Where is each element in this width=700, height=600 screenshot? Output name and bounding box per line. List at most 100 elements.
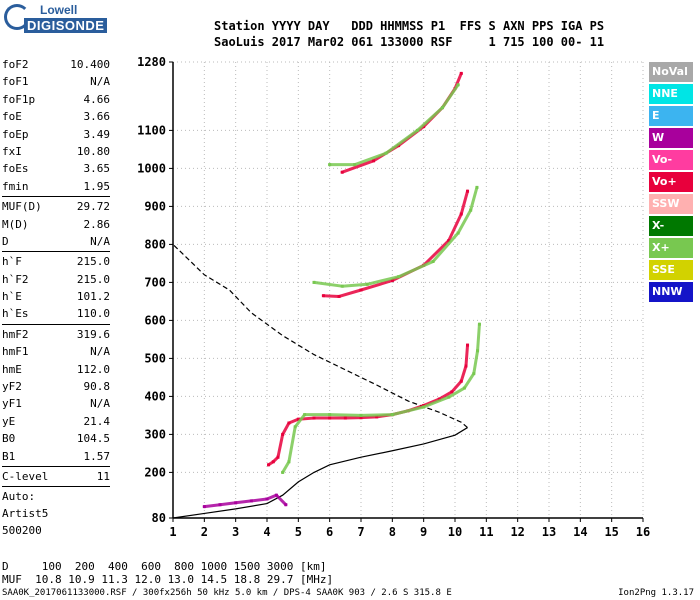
muf-table: D 100 200 400 600 800 1000 1500 3000 [km… (2, 560, 333, 586)
legend-item: NNW (649, 282, 693, 302)
trace-point (466, 189, 470, 193)
trace-point (459, 71, 463, 75)
trace-point (459, 379, 463, 383)
param-separator (2, 323, 110, 325)
legend-item: SSE (649, 260, 693, 280)
trace-point (440, 106, 444, 110)
param-row: B0 104.5 (2, 430, 110, 447)
trace-point (466, 343, 470, 347)
trace-point (462, 386, 466, 390)
trace-point (328, 413, 332, 417)
trace-point (234, 501, 238, 505)
header-row-labels: Station YYYY DAY DDD HHMMSS P1 FFS S AXN… (214, 19, 605, 33)
param-value: 29.72 (76, 200, 110, 214)
trace-line (328, 83, 460, 167)
legend-item: X- (649, 216, 693, 236)
trace-point (271, 460, 275, 464)
param-row: h`F2 215.0 (2, 271, 110, 288)
trace-point (284, 503, 288, 507)
y-tick-label: 900 (144, 199, 166, 213)
param-name: h`F2 (2, 272, 29, 286)
y-tick-label: 800 (144, 237, 166, 251)
x-tick-label: 8 (389, 525, 396, 539)
param-value: 10.80 (76, 144, 110, 158)
profile-dashed-line (172, 243, 468, 429)
param-row: foE 3.66 (2, 108, 110, 125)
trace-line (321, 189, 470, 298)
trace-point (281, 432, 285, 436)
param-name: h`F (2, 255, 22, 269)
trace-point (476, 349, 480, 353)
station-header: Station YYYY DAY DDD HHMMSS P1 FFS S AXN… (214, 18, 604, 50)
header-row-values: SaoLuis 2017 Mar02 061 133000 RSF 1 715 … (214, 35, 605, 49)
param-name: foEs (2, 162, 29, 176)
param-name: yE (2, 414, 16, 428)
trace-point (337, 294, 341, 298)
trace-point (265, 497, 269, 501)
x-tick-label: 3 (232, 525, 239, 539)
param-separator (2, 465, 110, 467)
param-value: 112.0 (76, 362, 110, 376)
trace-point (359, 413, 363, 417)
param-separator (2, 486, 110, 488)
y-tick-label: 200 (144, 465, 166, 479)
trace-point (321, 294, 325, 298)
trace-point (390, 413, 394, 417)
param-row: hmE 112.0 (2, 361, 110, 378)
trace-line (340, 71, 463, 174)
y-tick-label: 80 (152, 511, 166, 525)
y-tick-label: 300 (144, 427, 166, 441)
param-row: hmF2 319.6 (2, 326, 110, 343)
trace-point (267, 463, 271, 467)
trace-point (281, 470, 285, 474)
param-name: hmF1 (2, 345, 29, 359)
logo-line1: Lowell (40, 3, 78, 17)
param-name: B0 (2, 432, 16, 446)
trace-point (340, 284, 344, 288)
trace-point (296, 417, 300, 421)
y-tick-label: 1000 (137, 161, 166, 175)
param-name: M(D) (2, 217, 29, 231)
profile-line (172, 427, 468, 519)
trace-point (303, 413, 307, 417)
legend-item: E (649, 106, 693, 126)
version-label: Ion2Png 1.3.17 (618, 588, 694, 598)
x-tick-label: 11 (479, 525, 493, 539)
param-separator (2, 196, 110, 198)
x-tick-label: 7 (357, 525, 364, 539)
trace-point (293, 425, 297, 429)
auto-line: Auto: (2, 490, 36, 504)
param-name: h`E (2, 290, 22, 304)
legend-item: Vo- (649, 150, 693, 170)
param-value: 1.57 (83, 449, 111, 463)
param-name: foEp (2, 127, 29, 141)
trace-point (456, 83, 460, 87)
y-tick-label: 500 (144, 351, 166, 365)
param-name: yF2 (2, 380, 22, 394)
param-row: B1 1.57 (2, 448, 110, 465)
param-value: 2.86 (83, 217, 111, 231)
distance-row: D 100 200 400 600 800 1000 1500 3000 [km… (2, 560, 327, 573)
legend-item: SSW (649, 194, 693, 214)
param-name: D (2, 234, 9, 248)
trace-point (274, 493, 278, 497)
param-value: N/A (90, 234, 110, 248)
param-row: yF2 90.8 (2, 378, 110, 395)
param-value: 3.65 (83, 162, 111, 176)
auto-line: Artist5 (2, 507, 49, 521)
param-value: 110.0 (76, 307, 110, 321)
x-tick-label: 1 (169, 525, 176, 539)
trace-point (287, 460, 291, 464)
param-row: foEs 3.65 (2, 160, 110, 177)
param-row: fxI 10.80 (2, 143, 110, 160)
trace-point (459, 212, 463, 216)
param-value: 10.400 (70, 58, 110, 71)
trace-point (375, 415, 379, 419)
param-name: fmin (2, 179, 29, 193)
param-row: yE 21.4 (2, 413, 110, 430)
param-name: foF1 (2, 75, 29, 89)
x-tick-label: 10 (448, 525, 462, 539)
x-tick-label: 9 (420, 525, 427, 539)
param-value: 104.5 (76, 432, 110, 446)
